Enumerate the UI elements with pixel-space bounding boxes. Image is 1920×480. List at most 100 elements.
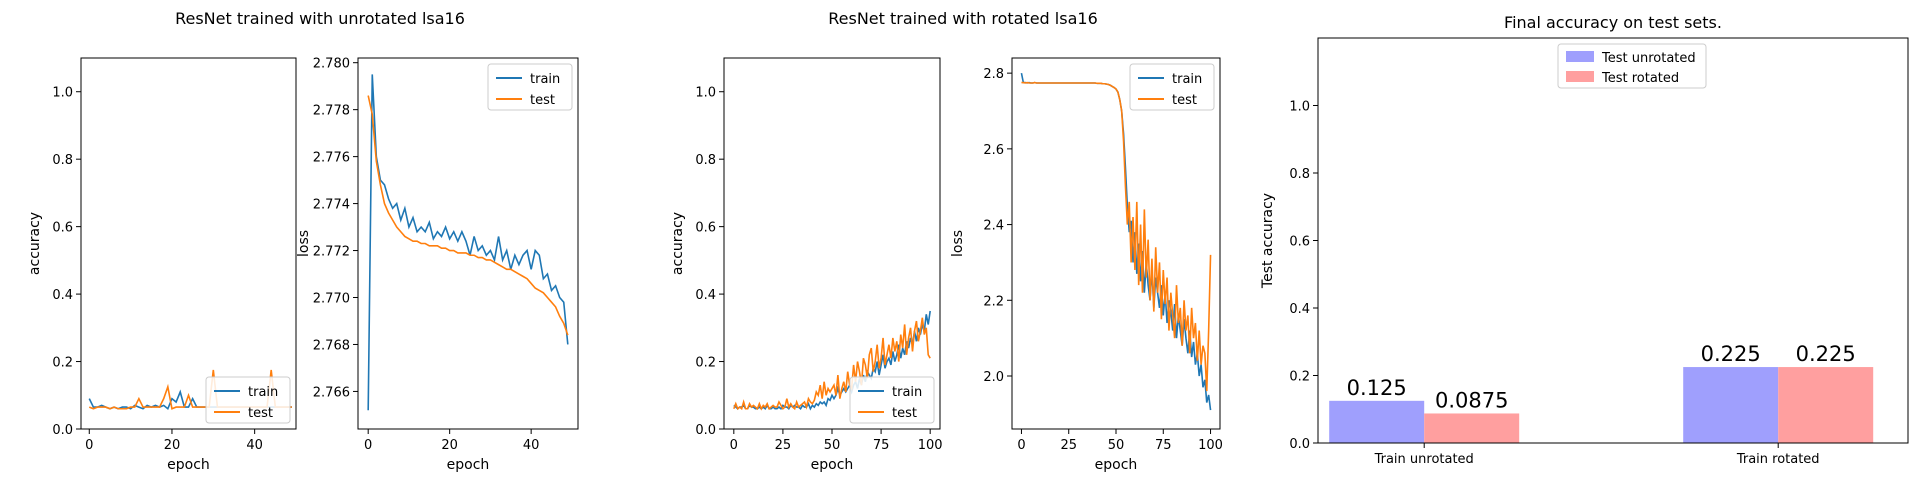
- y-tick-label: 2.8: [983, 67, 1004, 82]
- y-tick-label: 0.2: [52, 356, 73, 371]
- legend-label-test: test: [892, 406, 917, 421]
- y-tick-label: 0.8: [695, 153, 716, 168]
- y-tick-label: 2.770: [313, 292, 350, 307]
- legend-swatch-test-rotated: [1566, 71, 1594, 82]
- legend-label-train: train: [892, 385, 922, 400]
- series-line-test: [367, 95, 569, 336]
- y-tick-label: 2.766: [313, 385, 350, 400]
- legend-label-test: test: [248, 406, 273, 421]
- legend-label-train: train: [530, 72, 560, 87]
- y-tick-label: 2.4: [983, 219, 1004, 234]
- category-label: Train rotated: [1736, 452, 1820, 467]
- legend-label: Test rotated: [1601, 71, 1679, 86]
- legend: train test: [1129, 63, 1215, 111]
- y-tick-label: 0.0: [52, 423, 73, 438]
- x-tick-label: 20: [164, 438, 181, 453]
- legend: train test: [849, 376, 935, 424]
- y-axis-label: Test accuracy: [1260, 193, 1276, 289]
- y-tick-label: 0.8: [52, 153, 73, 168]
- y-tick-label: 0.2: [695, 356, 716, 371]
- y-axis-label: loss: [950, 230, 966, 257]
- y-tick-label: 2.6: [983, 143, 1004, 158]
- y-tick-label: 2.780: [313, 57, 350, 72]
- legend: train test: [205, 376, 291, 424]
- series-line-train: [1020, 72, 1212, 411]
- y-tick-label: 0.4: [52, 288, 73, 303]
- x-tick-label: 0: [1017, 438, 1025, 453]
- series-line-train: [367, 74, 569, 411]
- plot-unrotated-loss: 0 20 40 2.766 2.768 2.770 2.772 2.774 2.776 2.778…: [296, 57, 579, 473]
- x-tick-label: 0: [85, 438, 93, 453]
- y-tick-label: 2.774: [313, 198, 350, 213]
- x-tick-label: 75: [1155, 438, 1172, 453]
- x-tick-label: 100: [918, 438, 943, 453]
- y-tick-label: 2.772: [313, 245, 350, 260]
- chart-title-unrotated: ResNet trained with unrotated lsa16: [175, 9, 465, 28]
- x-tick-label: 25: [775, 438, 792, 453]
- plot-unrotated-accuracy: 0 20 40 0.0 0.2 0.4 0.6 0.8 1.0 epoch accuracy trai…: [27, 57, 297, 473]
- bar-test-rotated: [1778, 367, 1874, 443]
- y-tick-label: 1.0: [1289, 100, 1310, 115]
- chart-title-rotated: ResNet trained with rotated lsa16: [828, 9, 1098, 28]
- plot-final-accuracy-bars: 0.125 0.0875 Train unrotated 0.225 0.225 Trai…: [1260, 37, 1909, 467]
- legend-box: [1557, 43, 1707, 89]
- legend-label-train: train: [248, 385, 278, 400]
- plot-rotated-loss: 0 25 50 75 1002.02.22.42.62.8epochlosstraint…: [950, 57, 1223, 473]
- legend-swatch-test-unrotated: [1566, 51, 1594, 62]
- legend: train test: [487, 63, 573, 111]
- bar-value-label: 0.0875: [1435, 388, 1508, 412]
- bar-test-unrotated: [1683, 367, 1779, 443]
- chart-title-bar: Final accuracy on test sets.: [1504, 13, 1722, 32]
- x-axis-label: epoch: [447, 457, 490, 473]
- legend-label: Test unrotated: [1601, 51, 1696, 66]
- y-tick-label: 2.0: [983, 370, 1004, 385]
- y-tick-label: 0.6: [695, 221, 716, 236]
- y-tick-label: 0.4: [1289, 302, 1310, 317]
- x-tick-label: 50: [1108, 438, 1125, 453]
- x-axis-label: epoch: [167, 457, 210, 473]
- category-label: Train unrotated: [1374, 452, 1474, 467]
- y-axis-label: accuracy: [27, 212, 43, 275]
- y-tick-label: 0.0: [1289, 437, 1310, 452]
- x-tick-label: 40: [246, 438, 263, 453]
- y-tick-label: 2.778: [313, 104, 350, 119]
- y-axis-label: accuracy: [670, 212, 686, 275]
- x-tick-label: 0: [730, 438, 738, 453]
- x-tick-label: 20: [441, 438, 458, 453]
- x-tick-label: 50: [824, 438, 841, 453]
- y-tick-label: 1.0: [695, 86, 716, 101]
- legend-label-test: test: [530, 93, 555, 108]
- axes-frame: [357, 57, 579, 430]
- y-tick-label: 0.0: [695, 423, 716, 438]
- y-tick-label: 0.8: [1289, 167, 1310, 182]
- y-tick-label: 2.768: [313, 338, 350, 353]
- axes-frame: [80, 57, 297, 430]
- x-axis-label: epoch: [811, 457, 854, 473]
- axes-frame: [1011, 57, 1221, 430]
- bar-test-rotated: [1424, 413, 1520, 443]
- x-tick-label: 100: [1198, 438, 1223, 453]
- y-tick-label: 2.2: [983, 294, 1004, 309]
- y-tick-label: 0.2: [1289, 370, 1310, 385]
- x-tick-label: 25: [1060, 438, 1077, 453]
- x-tick-label: 0: [364, 438, 372, 453]
- bar-test-unrotated: [1329, 400, 1425, 443]
- y-tick-label: 1.0: [52, 86, 73, 101]
- legend-label-test: test: [1172, 93, 1197, 108]
- y-tick-label: 0.4: [695, 288, 716, 303]
- series-line-test: [733, 317, 931, 411]
- series-line-test: [1021, 81, 1212, 392]
- bar-value-label: 0.225: [1796, 342, 1856, 366]
- y-tick-label: 0.6: [1289, 235, 1310, 250]
- y-tick-label: 2.776: [313, 151, 350, 166]
- x-axis-label: epoch: [1095, 457, 1138, 473]
- axes-frame: [723, 57, 941, 430]
- x-tick-label: 75: [873, 438, 890, 453]
- x-tick-label: 40: [523, 438, 540, 453]
- bar-value-label: 0.225: [1701, 342, 1761, 366]
- y-axis-label: loss: [296, 230, 312, 257]
- bar-value-label: 0.125: [1347, 376, 1407, 400]
- y-tick-label: 0.6: [52, 221, 73, 236]
- legend-label-train: train: [1172, 72, 1202, 87]
